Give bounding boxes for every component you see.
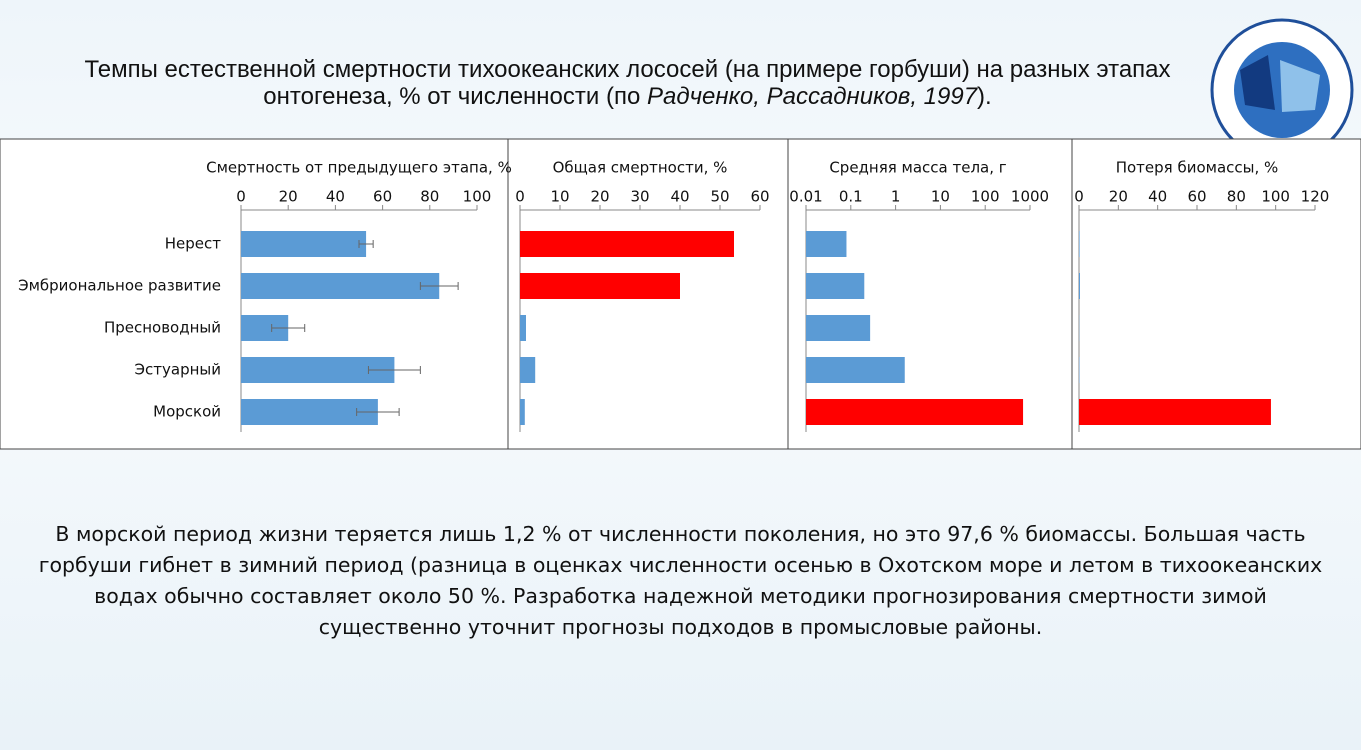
x-tick-label: 30	[630, 188, 649, 206]
x-tick-label: 0	[515, 188, 525, 206]
category-label: Эмбриональное развитие	[18, 277, 221, 295]
bar	[520, 357, 536, 383]
x-tick-label: 1	[891, 188, 901, 206]
bar	[520, 315, 526, 341]
bar	[806, 357, 905, 383]
bar	[241, 231, 367, 257]
x-tick-label: 60	[750, 188, 769, 206]
axis-title: Общая смертности, %	[553, 159, 728, 177]
x-tick-label: 40	[1148, 188, 1167, 206]
x-tick-label: 100	[971, 188, 1000, 206]
bar	[520, 273, 680, 299]
title-citation: Радченко, Рассадников, 1997	[646, 83, 978, 110]
bar	[806, 315, 871, 341]
bar	[1079, 231, 1080, 257]
error-bar	[367, 366, 421, 374]
x-tick-label: 0	[1074, 188, 1084, 206]
axis-title: Средняя масса тела, г	[829, 159, 1006, 177]
bar	[241, 273, 440, 299]
x-tick-label: 60	[373, 188, 392, 206]
x-tick-label: 20	[1109, 188, 1128, 206]
bar	[1079, 399, 1271, 425]
x-tick-label: 20	[279, 188, 298, 206]
x-tick-label: 50	[710, 188, 729, 206]
x-tick-label: 80	[1227, 188, 1246, 206]
axis-title: Смертность от предыдущего этапа, %	[206, 159, 512, 177]
x-tick-label: 0.1	[839, 188, 863, 206]
x-tick-label: 0.01	[789, 188, 822, 206]
x-tick-label: 100	[1261, 188, 1290, 206]
category-label: Эстуарный	[135, 361, 221, 379]
x-tick-label: 1000	[1011, 188, 1049, 206]
error-bar	[356, 408, 400, 416]
category-label: Нерест	[165, 235, 222, 253]
slide-title: Темпы естественной смертности тихоокеанс…	[70, 56, 1185, 110]
x-tick-label: 0	[236, 188, 246, 206]
bar	[241, 399, 378, 425]
bar	[1079, 273, 1080, 299]
error-bar	[358, 240, 374, 248]
x-tick-label: 40	[326, 188, 345, 206]
category-label: Морской	[153, 403, 221, 421]
bar	[520, 231, 734, 257]
x-tick-label: 10	[550, 188, 569, 206]
x-tick-label: 10	[931, 188, 950, 206]
bar	[806, 399, 1024, 425]
title-end: ).	[977, 83, 992, 110]
x-tick-label: 40	[670, 188, 689, 206]
category-label: Пресноводный	[104, 319, 221, 337]
x-tick-label: 20	[590, 188, 609, 206]
error-bar	[271, 324, 306, 332]
x-tick-label: 100	[463, 188, 492, 206]
x-tick-label: 120	[1301, 188, 1330, 206]
x-tick-label: 60	[1187, 188, 1206, 206]
error-bar	[419, 282, 459, 290]
bar	[806, 231, 847, 257]
chart-frame	[0, 138, 1361, 450]
bar	[520, 399, 525, 425]
x-tick-label: 80	[420, 188, 439, 206]
bar	[806, 273, 865, 299]
title-text: Темпы естественной смертности тихоокеанс…	[84, 56, 1171, 110]
axis-title: Потеря биомассы, %	[1116, 159, 1279, 177]
footer-text: В морской период жизни теряется лишь 1,2…	[38, 522, 1323, 639]
